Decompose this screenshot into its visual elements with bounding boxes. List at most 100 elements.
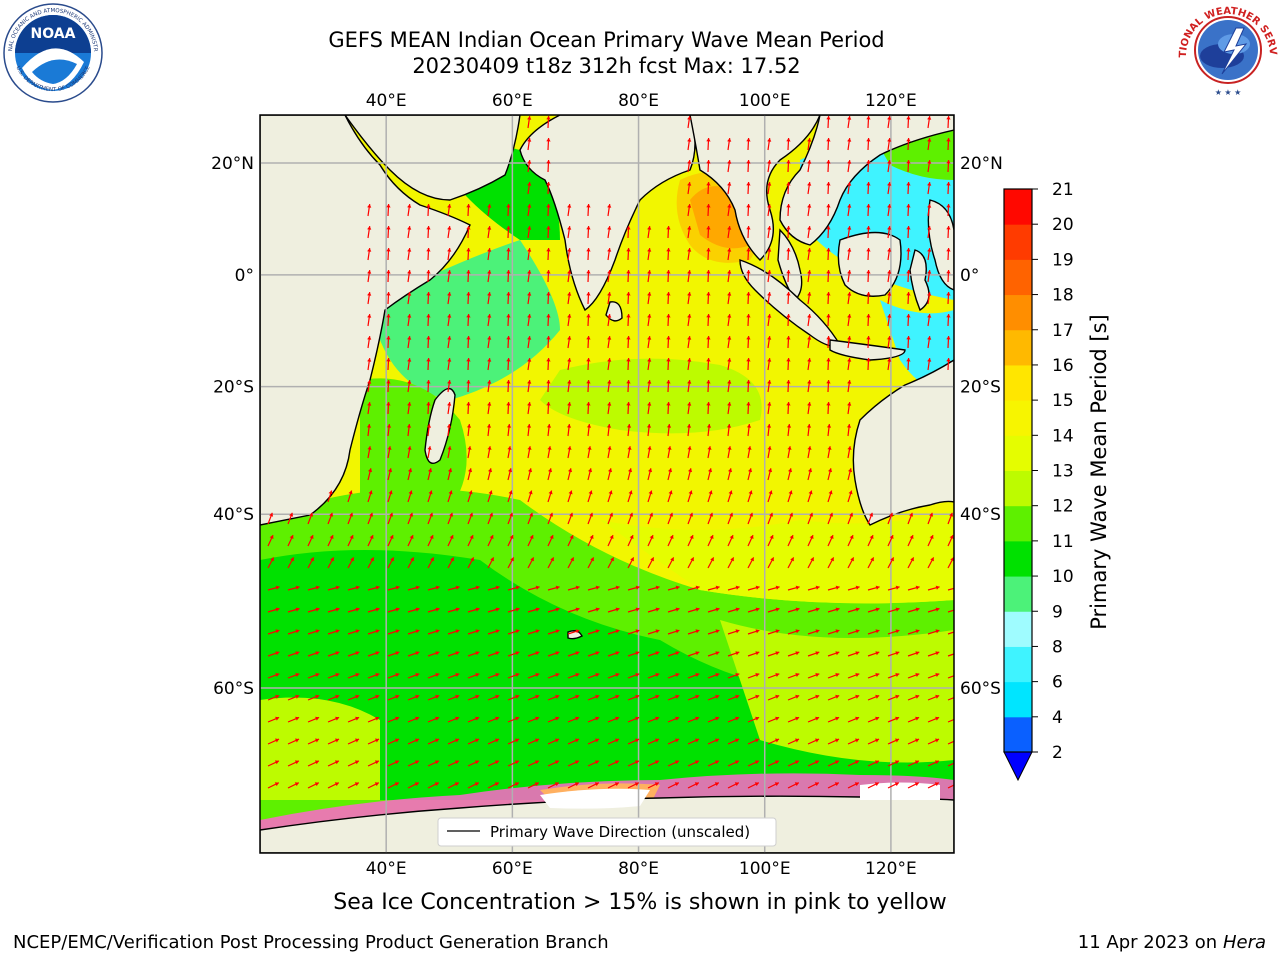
wave-arrow-head — [528, 490, 533, 495]
wave-arrow-head — [666, 292, 671, 296]
wave-arrow-head — [607, 314, 612, 318]
noaa-logo-text: NOAA — [31, 26, 76, 42]
wave-arrow-head — [567, 336, 572, 340]
wave-arrow-head — [515, 673, 520, 677]
wave-arrow-head — [447, 292, 452, 296]
wave-arrow-head — [674, 782, 679, 787]
wave-arrow-head — [626, 314, 631, 318]
wave-arrow-head — [807, 446, 812, 450]
wave-arrow-head — [535, 651, 540, 656]
lat-tick-label-right: 20°S — [960, 378, 1001, 398]
wave-arrow-head — [455, 673, 460, 677]
wave-arrow-head — [535, 694, 540, 699]
wave-arrow-head — [915, 738, 919, 743]
wave-arrow-head — [688, 490, 693, 495]
wave-arrow-head — [295, 651, 300, 656]
wave-arrow-head — [835, 716, 840, 721]
colorbar-swatches — [1004, 189, 1032, 753]
wave-arrow-head — [469, 535, 474, 539]
wave-arrow-head — [927, 138, 932, 142]
wave-arrow-head — [869, 535, 874, 539]
wave-arrow-head — [767, 248, 772, 252]
wave-arrow-head — [475, 651, 480, 656]
wave-arrow-head — [586, 314, 591, 318]
wave-arrow-head — [715, 738, 719, 743]
wave-arrow-head — [855, 673, 860, 677]
wave-arrow-head — [567, 292, 572, 296]
wave-arrow-head — [866, 292, 871, 296]
wave-arrow-head — [466, 402, 471, 406]
wave-arrow-head — [269, 512, 274, 517]
wave-arrow-head — [847, 248, 852, 252]
wave-arrow-head — [927, 204, 932, 208]
wave-arrow-head — [826, 138, 831, 142]
wave-arrow-head — [815, 607, 820, 612]
wave-arrow-head — [847, 314, 852, 318]
wave-arrow-head — [329, 535, 334, 539]
wave-arrow-head — [447, 270, 452, 274]
wave-arrow-head — [275, 738, 279, 743]
colorbar-tick-label: 12 — [1052, 497, 1074, 517]
wave-arrow-head — [875, 716, 880, 721]
wave-arrow-head — [755, 651, 760, 656]
wave-arrow-head — [706, 424, 712, 428]
wave-arrow-head — [807, 182, 812, 186]
wave-arrow-head — [866, 314, 871, 318]
wave-arrow-head — [834, 760, 839, 765]
wave-arrow-head — [875, 738, 879, 743]
map-tick-labels: 40°E 40°E 60°E 60°E 80°E 80°E 100°E 100°E 120°E 1… — [211, 91, 1003, 879]
wave-arrow-head — [909, 512, 914, 517]
wave-arrow-head — [487, 204, 492, 208]
wave-arrow-head — [795, 694, 800, 699]
wave-arrow-head — [270, 557, 274, 562]
wave-arrow-head — [370, 557, 374, 562]
wave-arrow-head — [807, 226, 812, 230]
wave-arrow-head — [675, 651, 680, 656]
wave-arrow-head — [875, 694, 880, 699]
wave-arrow-head — [866, 204, 871, 208]
wave-arrow-head — [815, 651, 820, 656]
wave-arrow-head — [515, 629, 520, 634]
wave-arrow-head — [808, 490, 813, 495]
wave-arrow-head — [826, 314, 831, 318]
wave-arrow-head — [575, 694, 580, 699]
svg-text:★ ★ ★: ★ ★ ★ — [1215, 88, 1242, 97]
wave-arrow-head — [586, 292, 591, 296]
wave-arrow-head — [946, 226, 951, 230]
wave-arrow-head — [515, 607, 520, 612]
wave-arrow-head — [687, 380, 692, 384]
wave-arrow-head — [715, 694, 720, 699]
wave-arrow-head — [786, 292, 791, 296]
wave-arrow-head — [714, 760, 719, 765]
wave-arrow-head — [786, 248, 791, 252]
wave-arrow-head — [889, 535, 894, 539]
wave-arrow-head — [615, 673, 620, 677]
wave-arrow-head — [355, 607, 360, 612]
wave-arrow-head — [647, 314, 652, 318]
wave-arrow-head — [835, 585, 840, 590]
wave-arrow-head — [849, 512, 854, 517]
wave-arrow-head — [815, 673, 820, 677]
wave-arrow-head — [895, 738, 899, 743]
wave-arrow-head — [767, 358, 772, 362]
wave-arrow-head — [355, 629, 360, 634]
wave-arrow-head — [289, 512, 294, 517]
wave-arrow-head — [447, 204, 452, 208]
wave-arrow-head — [770, 557, 774, 562]
wave-arrow-head — [466, 226, 471, 230]
wave-arrow-head — [666, 402, 671, 406]
wave-arrow-head — [775, 673, 780, 677]
wave-arrow-head — [727, 446, 732, 450]
wave-arrow-head — [715, 607, 720, 612]
wave-arrow-head — [787, 446, 792, 450]
lat-tick-label-right: 20°N — [960, 154, 1003, 174]
wave-arrow-head — [786, 358, 791, 362]
wave-arrow-head — [826, 336, 831, 340]
wave-arrow-head — [494, 760, 499, 765]
wave-arrow-head — [935, 585, 940, 590]
wave-arrow-head — [929, 512, 934, 517]
colorbar-swatch — [1004, 576, 1032, 612]
wave-arrow-head — [487, 402, 492, 406]
wave-arrow-head — [708, 468, 713, 473]
wave-arrow-head — [887, 182, 892, 186]
